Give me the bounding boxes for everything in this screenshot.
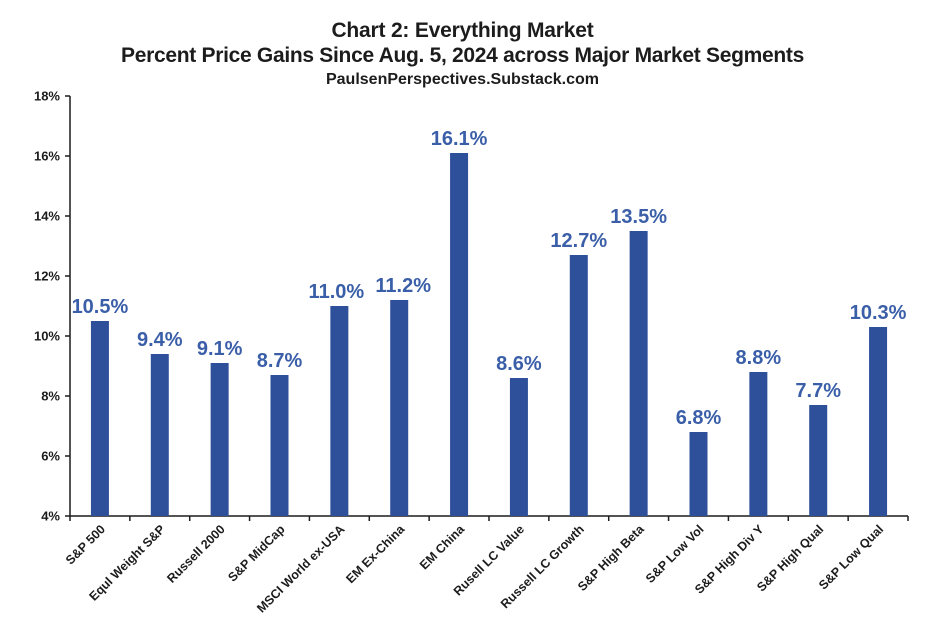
x-category-label: Russell 2000 xyxy=(164,522,227,585)
x-category-label: S&P 500 xyxy=(63,522,108,567)
x-category-label: EM China xyxy=(417,521,468,572)
y-tick-label: 6% xyxy=(41,449,60,464)
bar xyxy=(330,306,349,516)
y-tick-label: 12% xyxy=(34,269,60,284)
bar xyxy=(809,405,828,516)
chart-title: Chart 2: Everything Market xyxy=(331,19,594,42)
data-label: 11.0% xyxy=(309,281,365,303)
bar xyxy=(869,327,888,516)
bar xyxy=(150,354,169,516)
bar xyxy=(390,300,409,516)
data-label: 8.8% xyxy=(736,347,782,369)
bar xyxy=(569,255,588,516)
bar xyxy=(90,321,109,516)
x-category-label: S&P MidCap xyxy=(225,522,288,585)
y-tick-label: 4% xyxy=(41,509,60,524)
bar xyxy=(270,375,289,516)
data-label: 8.7% xyxy=(257,350,303,372)
y-tick-label: 14% xyxy=(34,209,60,224)
data-label: 8.6% xyxy=(496,353,542,375)
y-tick-label: 18% xyxy=(34,89,60,104)
y-tick-label: 8% xyxy=(41,389,60,404)
bar xyxy=(629,231,648,516)
data-label: 12.7% xyxy=(550,230,607,252)
data-label: 13.5% xyxy=(610,206,667,228)
data-label: 11.2% xyxy=(375,275,431,297)
bar xyxy=(450,153,469,516)
chart-subtitle: Percent Price Gains Since Aug. 5, 2024 a… xyxy=(121,44,804,67)
data-label: 10.5% xyxy=(72,296,129,318)
x-category-label: EM Ex-China xyxy=(343,521,408,586)
y-tick-label: 10% xyxy=(34,329,60,344)
x-category-label: S&P Low Vol xyxy=(643,522,707,586)
chart-source: PaulsenPerspectives.Substack.com xyxy=(325,71,600,88)
data-label: 10.3% xyxy=(850,302,907,324)
y-tick-label: 16% xyxy=(34,149,60,164)
bar xyxy=(509,378,528,516)
data-label: 6.8% xyxy=(676,407,722,429)
bar xyxy=(749,372,768,516)
bar xyxy=(689,432,708,516)
bar xyxy=(210,363,229,516)
x-category-label: S&P Low Qual xyxy=(816,522,886,592)
chart-header: Chart 2: Everything Market Percent Price… xyxy=(0,18,925,90)
data-label: 9.4% xyxy=(137,329,183,351)
data-label: 16.1% xyxy=(431,128,488,150)
data-label: 7.7% xyxy=(795,380,841,402)
data-label: 9.1% xyxy=(197,338,243,360)
